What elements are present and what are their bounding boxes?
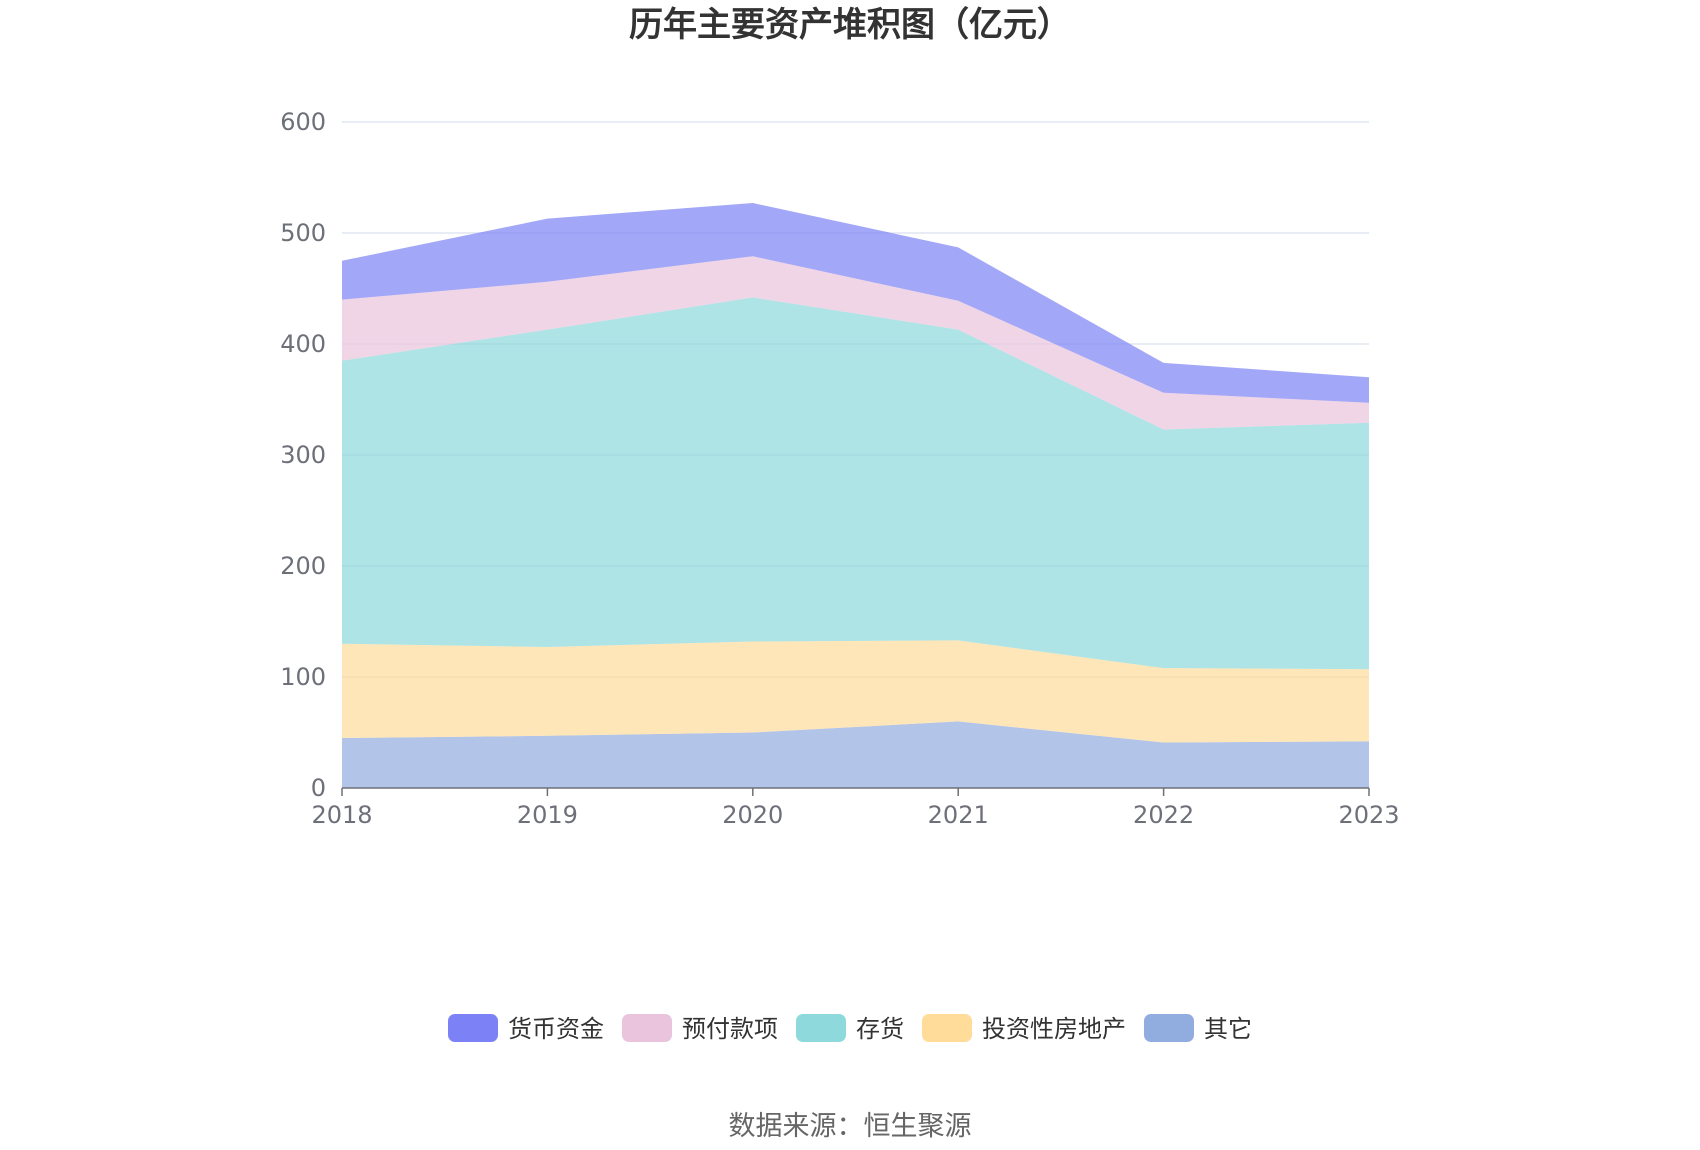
y-tick-label: 0 xyxy=(311,774,326,802)
data-source: 数据来源：恒生聚源 xyxy=(729,1111,972,1142)
legend-swatch xyxy=(622,1014,672,1042)
legend-item[interactable]: 投资性房地产 xyxy=(922,1014,1126,1043)
legend-item[interactable]: 其它 xyxy=(1144,1014,1252,1043)
area-series-2 xyxy=(342,297,1369,670)
area-series-0 xyxy=(342,721,1369,788)
area-series-3 xyxy=(342,256,1369,430)
legend-label: 其它 xyxy=(1204,1015,1252,1043)
y-tick-label: 200 xyxy=(280,552,326,580)
legend: 货币资金 预付款项 存货 投资性房地产 其它 xyxy=(448,1014,1252,1043)
area-series-1 xyxy=(342,640,1369,743)
legend-swatch xyxy=(796,1014,846,1042)
legend-label: 预付款项 xyxy=(682,1015,778,1043)
x-tick-label: 2022 xyxy=(1133,801,1194,829)
y-tick-label: 500 xyxy=(280,219,326,247)
x-tick-label: 2021 xyxy=(928,801,989,829)
x-tick-label: 2023 xyxy=(1338,801,1399,829)
legend-item[interactable]: 预付款项 xyxy=(622,1014,778,1043)
x-tick-label: 2020 xyxy=(722,801,783,829)
area-series-4 xyxy=(342,203,1369,403)
y-tick-label: 400 xyxy=(280,330,326,358)
legend-swatch xyxy=(922,1014,972,1042)
y-tick-label: 300 xyxy=(280,441,326,469)
legend-label: 货币资金 xyxy=(508,1015,604,1043)
axes: 0 100 200 300 400 500 600 2018 2019 2020 2021 2022 2… xyxy=(280,108,1399,829)
legend-swatch xyxy=(448,1014,498,1042)
legend-item[interactable]: 存货 xyxy=(796,1014,904,1043)
legend-swatch xyxy=(1144,1014,1194,1042)
legend-item[interactable]: 货币资金 xyxy=(448,1014,604,1043)
x-tick-label: 2018 xyxy=(311,801,372,829)
chart-title: 历年主要资产堆积图（亿元） xyxy=(629,5,1071,45)
legend-label: 投资性房地产 xyxy=(982,1015,1126,1043)
plot-areas xyxy=(342,203,1369,788)
x-tick-label: 2019 xyxy=(517,801,578,829)
y-tick-label: 100 xyxy=(280,663,326,691)
legend-label: 存货 xyxy=(856,1015,904,1043)
y-tick-label: 600 xyxy=(280,108,326,136)
